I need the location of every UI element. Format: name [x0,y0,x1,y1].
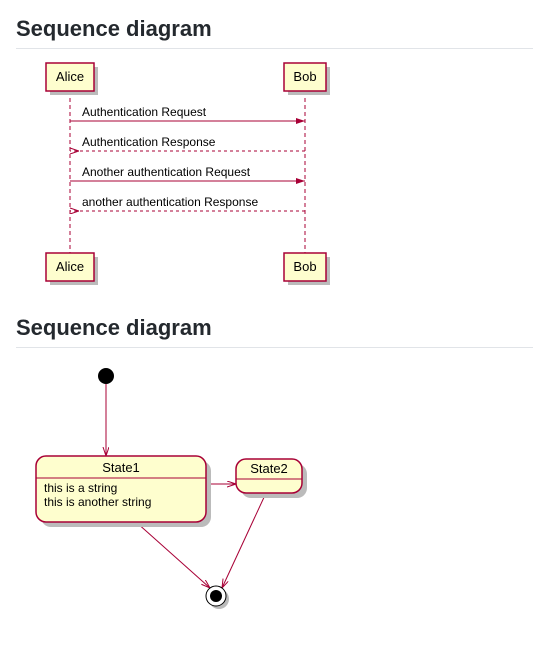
section-title-1: Sequence diagram [16,16,533,49]
svg-text:Authentication Request: Authentication Request [82,105,207,119]
svg-text:Authentication Response: Authentication Response [82,135,216,149]
svg-text:Bob: Bob [293,259,316,274]
svg-text:State1: State1 [102,460,140,475]
svg-text:Bob: Bob [293,69,316,84]
svg-text:State2: State2 [250,461,288,476]
state-diagram-svg: State1 this is a stringthis is another st… [16,356,346,616]
section-title-2: Sequence diagram [16,315,533,348]
sequence-diagram-section-1: Sequence diagram Alice Bob Alice Bob Authent… [16,16,533,287]
svg-text:another authentication Respons: another authentication Response [82,195,258,209]
svg-text:Another authentication Request: Another authentication Request [82,165,251,179]
sequence-diagram-svg: Alice Bob Alice Bob Authentication Request Au… [16,57,356,287]
sequence-diagram-section-2: Sequence diagram State1 this is a stringt… [16,315,533,616]
svg-text:Alice: Alice [56,259,84,274]
svg-text:Alice: Alice [56,69,84,84]
svg-text:this is another string: this is another string [44,495,151,509]
svg-text:this is a string: this is a string [44,481,117,495]
